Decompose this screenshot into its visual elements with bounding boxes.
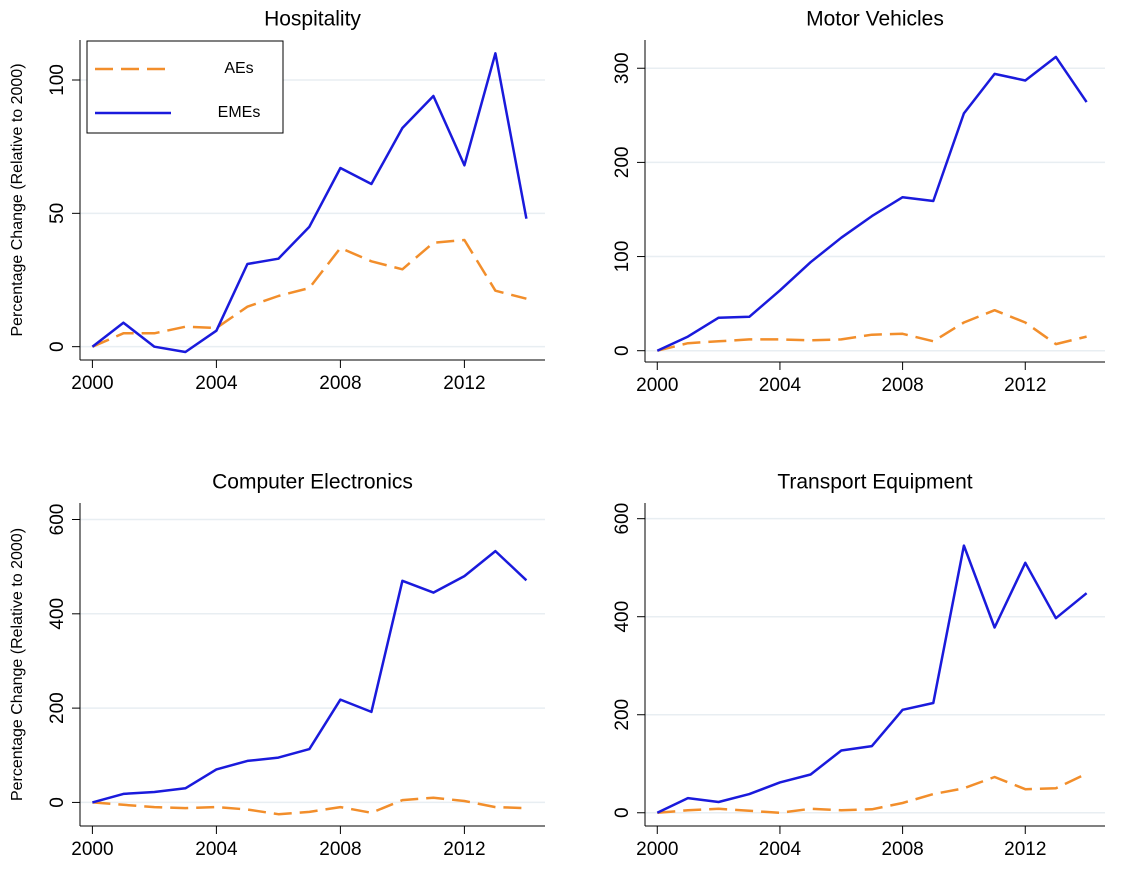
x-tick-label: 2012 — [443, 373, 485, 394]
y-tick-label: 200 — [612, 147, 633, 179]
data-line — [92, 549, 528, 804]
x-tick-label: 2000 — [636, 839, 678, 860]
x-tick-label: 2012 — [443, 839, 485, 860]
data-line — [656, 55, 1088, 352]
y-tick-label: 100 — [612, 241, 633, 273]
legend-label: AEs — [224, 60, 253, 77]
y-tick-label: 400 — [612, 601, 633, 633]
x-tick-label: 2008 — [319, 373, 361, 394]
y-tick-label: 400 — [47, 598, 68, 630]
y-tick-label: 0 — [47, 797, 68, 808]
y-axis-label: Percentage Change (Relative to 2000) — [9, 528, 26, 801]
legend: AEs EMEs — [86, 40, 284, 134]
x-tick-label: 2000 — [636, 375, 678, 396]
y-tick-label: 600 — [47, 504, 68, 536]
data-line — [91, 52, 528, 354]
data-line — [657, 308, 1087, 352]
y-tick-label: 200 — [612, 699, 633, 731]
y-tick-label: 50 — [47, 203, 68, 224]
chart-title: Motor Vehicles — [806, 8, 944, 31]
x-tick-label: 2004 — [195, 373, 238, 394]
x-tick-label: 2004 — [759, 839, 802, 860]
legend-box — [86, 40, 284, 134]
data-line — [656, 544, 1088, 814]
chart-title: Computer Electronics — [212, 471, 413, 494]
chart-title: Hospitality — [264, 8, 361, 31]
x-tick-label: 2004 — [759, 375, 802, 396]
data-line — [92, 796, 527, 816]
x-tick-label: 2008 — [881, 839, 923, 860]
y-tick-label: 0 — [47, 341, 68, 352]
chart-title: Transport Equipment — [777, 471, 972, 494]
y-tick-label: 200 — [47, 692, 68, 724]
x-tick-label: 2012 — [1004, 839, 1046, 860]
y-tick-label: 600 — [612, 503, 633, 535]
y-tick-label: 0 — [612, 345, 633, 356]
x-tick-label: 2012 — [1004, 375, 1046, 396]
data-line — [91, 238, 527, 348]
x-tick-label: 2000 — [71, 839, 113, 860]
legend-label: EMEs — [218, 104, 261, 121]
y-tick-label: 100 — [47, 64, 68, 96]
x-tick-label: 2004 — [195, 839, 238, 860]
x-tick-label: 2008 — [319, 839, 361, 860]
y-tick-label: 300 — [612, 52, 633, 84]
y-tick-label: 0 — [612, 807, 633, 818]
x-tick-label: 2000 — [71, 373, 113, 394]
data-line — [657, 772, 1088, 815]
y-axis-label: Percentage Change (Relative to 2000) — [9, 63, 26, 336]
x-tick-label: 2008 — [881, 375, 923, 396]
